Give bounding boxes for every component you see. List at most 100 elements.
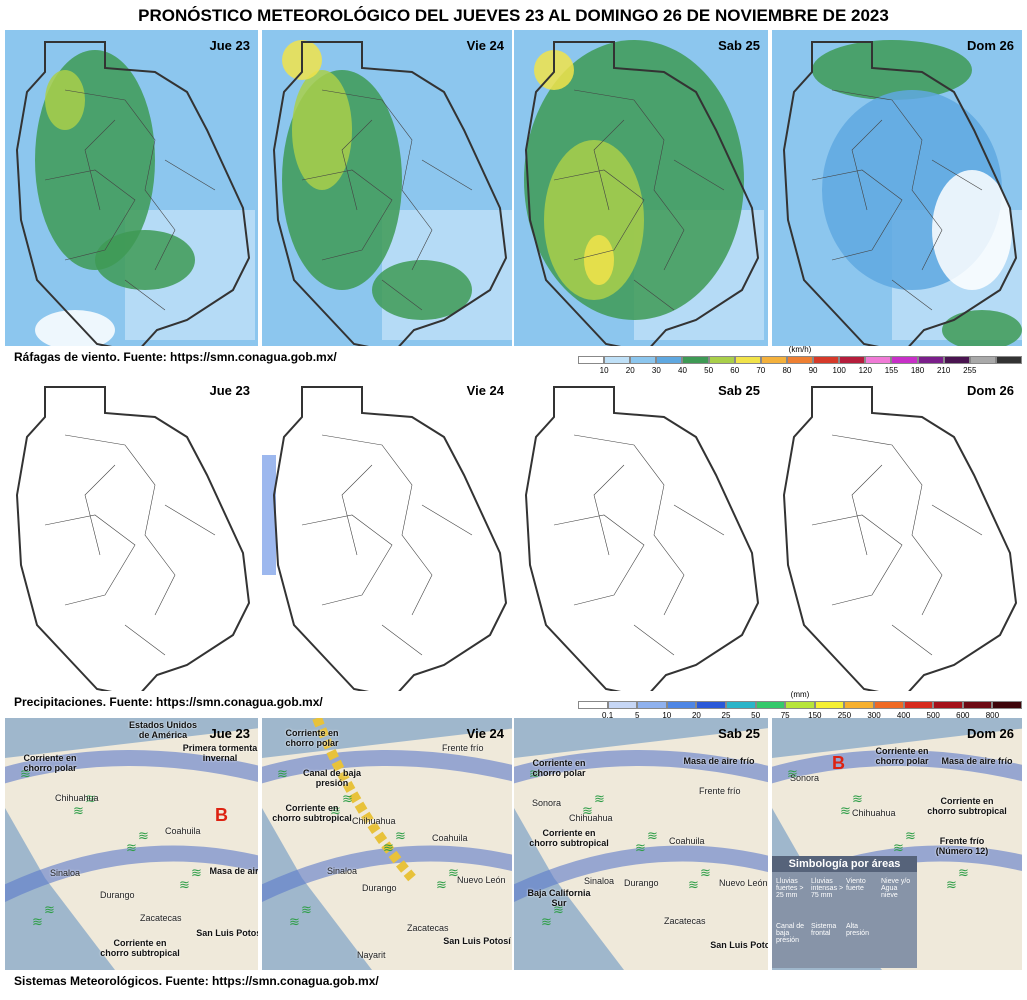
scale-unit: (mm) [790, 690, 810, 699]
day-label: Vie 24 [466, 726, 504, 741]
scale-swatch [969, 356, 996, 364]
scale-label: 90 [808, 366, 818, 375]
map-label: Nayarit [357, 950, 386, 960]
scale-swatch [786, 356, 814, 364]
map-label: Chihuahua [352, 816, 396, 826]
day-label: Vie 24 [466, 383, 504, 398]
svg-text:≋: ≋ [893, 840, 904, 855]
legend-item: Viento fuerte [846, 878, 866, 892]
scale-label: 0.1 [602, 711, 614, 720]
svg-text:≋: ≋ [905, 828, 916, 843]
svg-text:≋: ≋ [541, 914, 552, 929]
map-label: Chihuahua [55, 793, 99, 803]
scale-swatch [917, 356, 944, 364]
scale-swatch [891, 356, 918, 364]
svg-text:≋: ≋ [301, 902, 312, 917]
scale-swatch [726, 701, 756, 709]
legend-item: Lluvias fuertes > 25 mm [776, 878, 804, 899]
map-label: Frente frío (Número 12) [935, 836, 989, 856]
map-label: Primera tormenta invernal [182, 743, 258, 763]
scale-swatch [656, 356, 683, 364]
scale-swatch [755, 701, 786, 709]
map [5, 375, 258, 691]
scale-label: 70 [756, 366, 766, 375]
svg-text:≋: ≋ [946, 877, 957, 892]
scale-label: 100 [832, 366, 846, 375]
title: PRONÓSTICO METEOROLÓGICO DEL JUEVES 23 A… [138, 6, 889, 25]
day-label: Vie 24 [466, 38, 504, 53]
map-label: Chihuahua [852, 808, 896, 818]
map-label: Corriente en chorro subtropical [100, 938, 180, 958]
map-panel: Dom 26 [772, 375, 1022, 691]
map-panel: Dom 26 [772, 30, 1022, 346]
scale-swatch [814, 701, 845, 709]
scale-label: 75 [780, 711, 790, 720]
map-panel: ≋ ≋ ≋ ≋ ≋ ≋ ≋ ≋ ≋ Jue 23 Estados Unidos de América… [5, 718, 258, 970]
svg-text:≋: ≋ [138, 828, 149, 843]
map [772, 375, 1022, 691]
scale-swatch [865, 356, 892, 364]
scale-swatch [696, 701, 726, 709]
map [262, 30, 512, 346]
map-label: Frente frío [442, 743, 484, 753]
map-label: Sinaloa [50, 868, 81, 878]
day-label: Dom 26 [967, 726, 1014, 741]
scale-swatch [682, 356, 709, 364]
map-label: Durango [100, 890, 135, 900]
scale-swatch [604, 356, 631, 364]
map-panel: ≋ ≋ ≋ ≋ ≋ ≋ ≋ ≋ ≋ Sab 25 Corriente en chorro polar… [514, 718, 768, 970]
scale-label: 800 [985, 711, 1000, 720]
map-label: Sinaloa [327, 866, 358, 876]
scale-label: 120 [858, 366, 872, 375]
map-label: Zacatecas [140, 913, 182, 923]
map [514, 30, 768, 346]
map: ≋≋≋≋≋≋≋≋≋ [5, 718, 258, 970]
map-label: Coahuila [432, 833, 468, 843]
legend-item: Alta presión [846, 923, 869, 937]
svg-text:≋: ≋ [395, 828, 406, 843]
map-panel: Jue 23 [5, 30, 258, 346]
map-panel: ≋ ≋ ≋ ≋ ≋ ≋ ≋ ≋ ≋ Vie 24 Corriente en chorro polar… [262, 718, 512, 970]
scale-label: 155 [884, 366, 899, 375]
day-label: Sab 25 [718, 726, 760, 741]
map-panel: Vie 24 [262, 30, 512, 346]
scale-swatch [708, 356, 735, 364]
scale-swatch [933, 701, 963, 709]
map [772, 30, 1022, 346]
scale-swatch [734, 356, 761, 364]
scale-swatch [760, 356, 787, 364]
svg-text:≋: ≋ [32, 914, 43, 929]
scale-swatch [839, 356, 866, 364]
svg-text:≋: ≋ [179, 877, 190, 892]
map-label: Zacatecas [664, 916, 706, 926]
scale-label: 80 [782, 366, 792, 375]
map-label: Coahuila [165, 826, 201, 836]
svg-text:≋: ≋ [85, 791, 96, 806]
svg-text:≋: ≋ [436, 877, 447, 892]
map-label: Corriente en chorro polar [285, 728, 339, 748]
svg-text:≋: ≋ [553, 902, 564, 917]
map-panel: Jue 23 [5, 375, 258, 691]
scale-swatch [666, 701, 697, 709]
scale-label: 5 [634, 711, 640, 720]
svg-text:≋: ≋ [688, 877, 699, 892]
svg-text:≋: ≋ [342, 791, 353, 806]
map-label: B [215, 805, 228, 825]
scale-swatch [578, 356, 605, 364]
svg-text:≋: ≋ [330, 803, 341, 818]
map-label: Canal de baja presión [302, 768, 362, 788]
map-label: San Luis Potosí [443, 936, 511, 946]
map-label: Corriente en chorro subtropical [529, 828, 609, 848]
legend: Simbología por áreas Lluvias fuertes > 25… [772, 856, 917, 968]
scale-label: 400 [896, 711, 911, 720]
day-label: Jue 23 [209, 383, 250, 398]
day-label: Jue 23 [209, 726, 250, 741]
day-label: Sab 25 [718, 383, 760, 398]
scale-label: 210 [936, 366, 951, 375]
svg-text:≋: ≋ [383, 840, 394, 855]
map-panel: Vie 24 [262, 375, 512, 691]
map-panel: Sab 25 [514, 30, 768, 346]
scale-label: 50 [704, 366, 714, 375]
map-label: Corriente en chorro polar [532, 758, 586, 778]
